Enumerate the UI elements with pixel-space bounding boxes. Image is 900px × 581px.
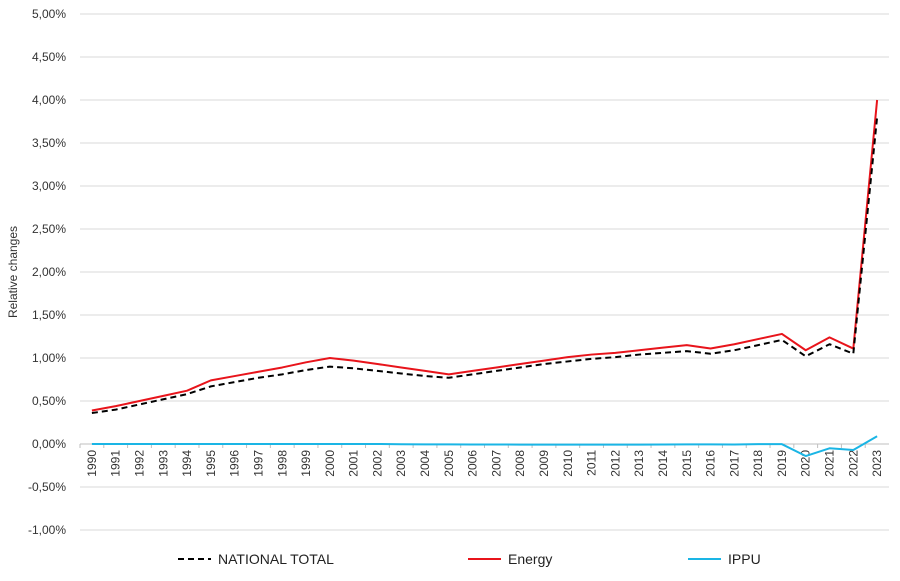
legend-label: Energy [508, 551, 552, 567]
x-tick-label: 2020 [799, 450, 813, 477]
x-tick-label: 2000 [323, 450, 337, 477]
x-tick-label: 2019 [775, 450, 789, 477]
series-lines [91, 99, 879, 458]
x-tick-label: 1997 [251, 450, 265, 477]
x-tick-label: 1995 [204, 450, 218, 477]
legend-label: NATIONAL TOTAL [218, 551, 334, 567]
x-tick-label: 2005 [442, 450, 456, 477]
y-tick-label: 5,00% [32, 7, 66, 21]
x-tick-label: 1994 [180, 450, 194, 477]
y-tick-label: 1,00% [32, 351, 66, 365]
y-axis-ticks: -1,00% -0,50% 0,00% 0,50% 1,00% 1,50% 2,00% 2,5… [28, 7, 66, 537]
x-tick-label: 2007 [489, 450, 503, 477]
x-tick-label: 2013 [632, 450, 646, 477]
y-tick-label: -1,00% [28, 523, 66, 537]
x-tick-label: 2021 [823, 450, 837, 477]
series-line-ippu [91, 435, 878, 458]
legend: NATIONAL TOTAL Energy IPPU [178, 551, 761, 567]
y-tick-label: 1,50% [32, 308, 66, 322]
x-tick-label: 2003 [394, 450, 408, 477]
series-line-energy [91, 99, 879, 412]
y-tick-label: 0,00% [32, 437, 66, 451]
x-tick-label: 2011 [585, 450, 599, 476]
x-tick-label: 2006 [466, 450, 480, 477]
x-tick-label: 1993 [156, 450, 170, 477]
y-tick-label: 2,50% [32, 222, 66, 236]
x-tick-label: 2014 [656, 450, 670, 477]
y-tick-label: 2,00% [32, 265, 66, 279]
x-tick-label: 2002 [370, 450, 384, 477]
y-tick-label: 4,50% [32, 50, 66, 64]
gridlines [80, 13, 889, 531]
x-tick-label: 2004 [418, 450, 432, 477]
y-tick-label: 3,50% [32, 136, 66, 150]
x-tick-label: 2009 [537, 450, 551, 477]
y-axis-label: Relative changes [6, 226, 20, 318]
x-tick-label: 2023 [870, 450, 884, 477]
x-tick-label: 2001 [347, 450, 361, 477]
x-axis-ticks: 1990 1991 1992 1993 1994 1995 1996 1997 1998 1999… [79, 443, 889, 477]
y-tick-label: 4,00% [32, 93, 66, 107]
y-tick-label: 0,50% [32, 394, 66, 408]
y-tick-label: 3,00% [32, 179, 66, 193]
x-tick-label: 1992 [132, 450, 146, 477]
x-tick-label: 2008 [513, 450, 527, 477]
x-tick-label: 2017 [727, 450, 741, 477]
x-tick-label: 2018 [751, 450, 765, 477]
x-tick-label: 2010 [561, 450, 575, 477]
x-tick-label: 2015 [680, 450, 694, 477]
series-line-national-total [91, 117, 879, 415]
x-tick-label: 1996 [228, 450, 242, 477]
x-tick-label: 2022 [846, 450, 860, 477]
x-tick-label: 1999 [299, 450, 313, 477]
x-tick-label: 1990 [85, 450, 99, 477]
x-tick-label: 2012 [608, 450, 622, 477]
x-tick-label: 2016 [704, 450, 718, 477]
legend-label: IPPU [728, 551, 761, 567]
x-tick-label: 1991 [109, 450, 123, 477]
y-tick-label: -0,50% [28, 480, 66, 494]
x-tick-label: 1998 [275, 450, 289, 477]
